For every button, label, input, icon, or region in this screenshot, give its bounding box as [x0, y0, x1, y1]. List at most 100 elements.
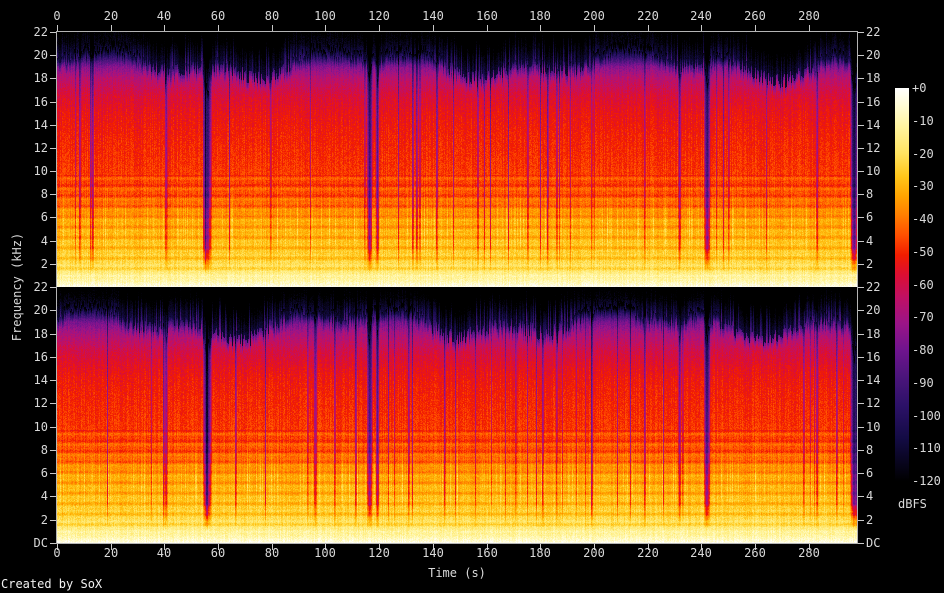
colorbar-tick-label: -80 [912, 343, 934, 357]
colorbar-tick-label: -10 [912, 114, 934, 128]
colorbar-tick-label: -70 [912, 310, 934, 324]
time-tick-label-top: 140 [422, 9, 444, 23]
freq-tick-label-right: 8 [866, 187, 874, 201]
freq-tick-label-left: 8 [40, 187, 48, 201]
time-tick-top [701, 25, 702, 31]
time-tick-label-bottom: 60 [210, 546, 226, 560]
freq-tick-label-left: 2 [40, 257, 48, 271]
freq-tick-left [50, 427, 56, 428]
freq-tick-label-left: DC [33, 536, 48, 550]
time-tick-top [433, 25, 434, 31]
freq-tick-left [50, 473, 56, 474]
freq-tick-right [858, 171, 864, 172]
freq-tick-label-left: 10 [33, 420, 48, 434]
time-tick-bottom [57, 544, 58, 550]
freq-tick-label-right: 6 [866, 466, 874, 480]
colorbar-tick-label: -90 [912, 376, 934, 390]
freq-tick-right [858, 55, 864, 56]
freq-tick-left [50, 148, 56, 149]
time-tick-bottom [111, 544, 112, 550]
freq-tick-right [858, 32, 864, 33]
time-tick-label-top: 180 [529, 9, 551, 23]
freq-tick-left [50, 357, 56, 358]
time-tick-top [755, 25, 756, 31]
freq-tick-right [858, 334, 864, 335]
freq-tick-left [50, 287, 56, 288]
freq-tick-right [858, 473, 864, 474]
time-tick-label-top: 120 [368, 9, 390, 23]
freq-tick-label-right: 2 [866, 513, 874, 527]
time-tick-bottom [701, 544, 702, 550]
freq-tick-right [858, 78, 864, 79]
time-tick-bottom [164, 544, 165, 550]
freq-tick-label-left: 8 [40, 443, 48, 457]
time-tick-label-bottom: 80 [264, 546, 280, 560]
freq-tick-right [858, 357, 864, 358]
colorbar-tick-label: -40 [912, 212, 934, 226]
freq-tick-label-left: 14 [33, 118, 48, 132]
time-tick-bottom [325, 544, 326, 550]
time-tick-label-bottom: 280 [798, 546, 820, 560]
freq-tick-left [50, 334, 56, 335]
freq-tick-label-right: 22 [866, 280, 881, 294]
time-tick-label-top: 280 [798, 9, 820, 23]
time-tick-top [540, 25, 541, 31]
freq-tick-label-right: 2 [866, 257, 874, 271]
freq-tick-right [858, 520, 864, 521]
time-tick-label-bottom: 40 [156, 546, 172, 560]
colorbar-tick-label: -20 [912, 147, 934, 161]
freq-tick-label-right: 16 [866, 95, 881, 109]
freq-tick-left [50, 520, 56, 521]
colorbar-tick-label: -110 [912, 441, 941, 455]
freq-tick-label-right: DC [866, 536, 881, 550]
time-tick-top [809, 25, 810, 31]
freq-tick-left [50, 102, 56, 103]
time-tick-label-top: 60 [210, 9, 226, 23]
colorbar-tick-label: -30 [912, 179, 934, 193]
time-tick-bottom [379, 544, 380, 550]
spectrogram-channel-2 [57, 287, 857, 543]
time-tick-label-top: 100 [314, 9, 336, 23]
time-tick-label-top: 0 [53, 9, 61, 23]
freq-tick-label-left: 12 [33, 141, 48, 155]
time-tick-bottom [540, 544, 541, 550]
freq-tick-label-left: 22 [33, 280, 48, 294]
time-tick-label-bottom: 0 [53, 546, 61, 560]
freq-tick-label-left: 16 [33, 95, 48, 109]
time-tick-top [111, 25, 112, 31]
time-tick-bottom [755, 544, 756, 550]
plot-frame [56, 31, 858, 544]
freq-tick-right [858, 287, 864, 288]
freq-tick-label-left: 20 [33, 48, 48, 62]
time-tick-bottom [487, 544, 488, 550]
time-tick-top [379, 25, 380, 31]
freq-tick-right [858, 102, 864, 103]
time-tick-top [272, 25, 273, 31]
freq-tick-left [50, 543, 56, 544]
freq-tick-label-right: 20 [866, 303, 881, 317]
time-tick-label-top: 20 [103, 9, 119, 23]
freq-tick-label-left: 18 [33, 327, 48, 341]
time-tick-label-bottom: 160 [476, 546, 498, 560]
spectrogram-channel-1 [57, 32, 857, 287]
freq-tick-left [50, 264, 56, 265]
freq-tick-right [858, 148, 864, 149]
freq-tick-label-left: 10 [33, 164, 48, 178]
freq-tick-label-right: 10 [866, 164, 881, 178]
colorbar-tick-label: -50 [912, 245, 934, 259]
freq-tick-label-right: 20 [866, 48, 881, 62]
freq-tick-left [50, 55, 56, 56]
freq-tick-right [858, 125, 864, 126]
freq-tick-left [50, 217, 56, 218]
freq-tick-right [858, 217, 864, 218]
time-tick-label-bottom: 180 [529, 546, 551, 560]
time-tick-label-top: 160 [476, 9, 498, 23]
freq-tick-label-right: 4 [866, 234, 874, 248]
colorbar-tick-label: -120 [912, 474, 941, 488]
freq-tick-right [858, 194, 864, 195]
time-tick-bottom [594, 544, 595, 550]
time-tick-label-top: 80 [264, 9, 280, 23]
time-tick-label-top: 240 [690, 9, 712, 23]
time-tick-label-bottom: 200 [583, 546, 605, 560]
freq-tick-label-right: 14 [866, 118, 881, 132]
